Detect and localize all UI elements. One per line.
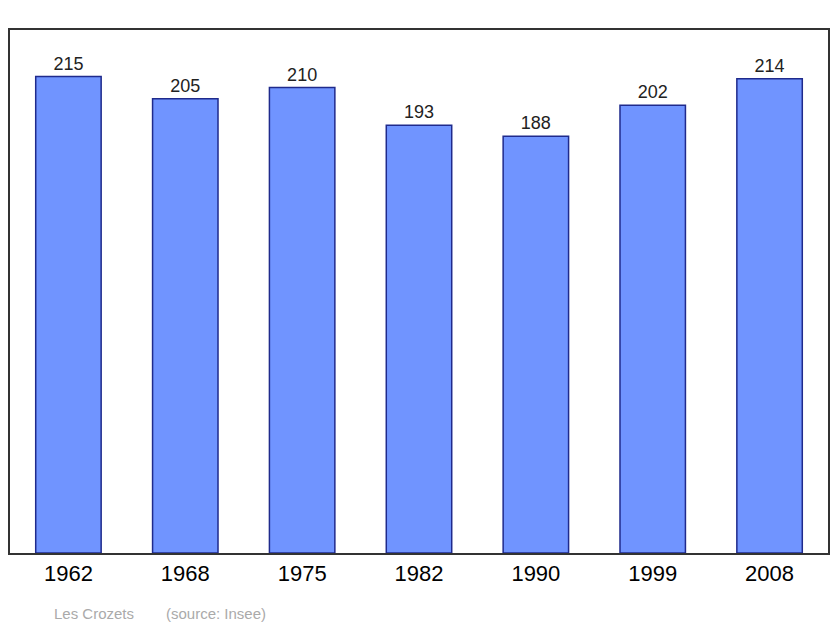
svg-text:1962: 1962 (44, 561, 93, 586)
svg-text:215: 215 (53, 54, 83, 74)
svg-text:Les Crozets: Les Crozets (54, 605, 134, 622)
svg-text:210: 210 (287, 65, 317, 85)
svg-text:214: 214 (755, 56, 785, 76)
svg-text:202: 202 (638, 82, 668, 102)
svg-text:205: 205 (170, 76, 200, 96)
svg-text:1975: 1975 (278, 561, 327, 586)
svg-text:1990: 1990 (511, 561, 560, 586)
svg-text:193: 193 (404, 102, 434, 122)
svg-text:1968: 1968 (161, 561, 210, 586)
svg-text:188: 188 (521, 113, 551, 133)
svg-text:1982: 1982 (395, 561, 444, 586)
svg-text:1999: 1999 (628, 561, 677, 586)
svg-text:(source: Insee): (source: Insee) (166, 605, 266, 622)
svg-text:2008: 2008 (745, 561, 794, 586)
